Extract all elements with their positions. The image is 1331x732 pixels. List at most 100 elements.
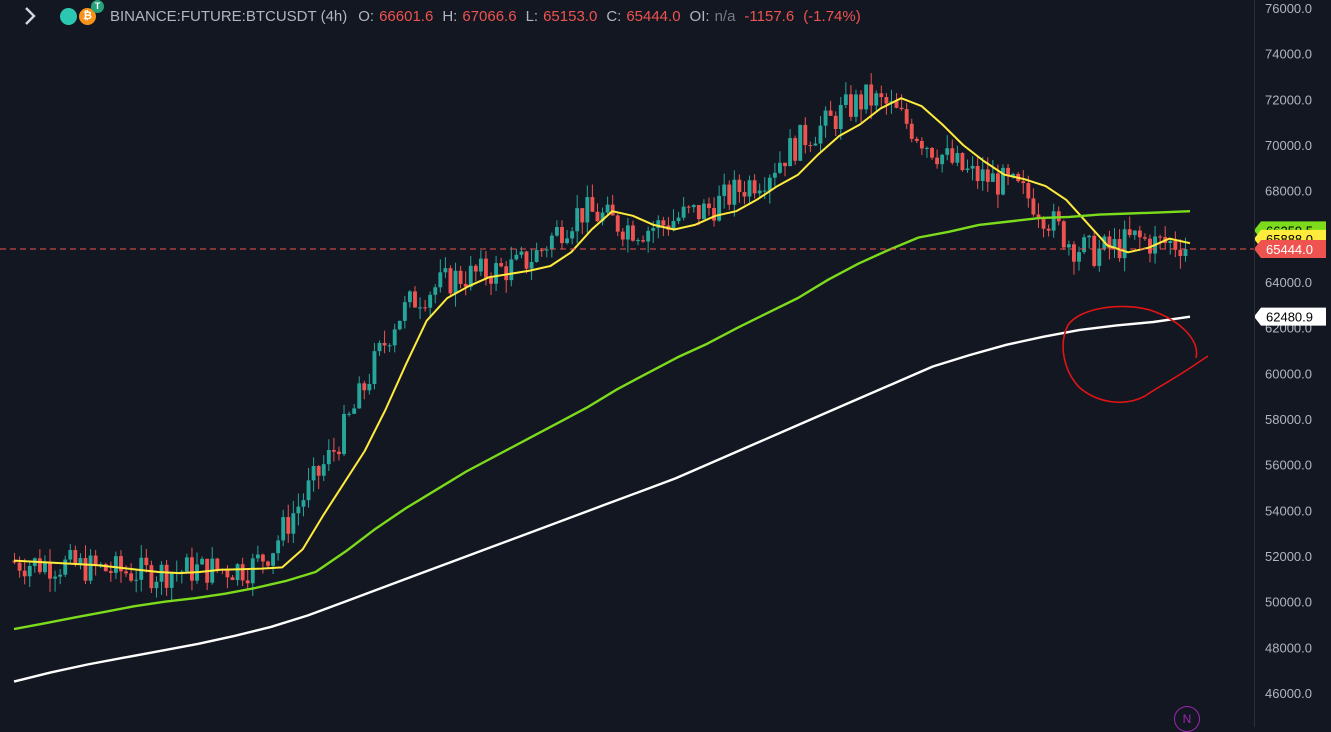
candle-body (813, 143, 818, 146)
candle-body (68, 550, 73, 560)
candle-body (701, 203, 706, 220)
candle-body (169, 573, 174, 588)
candle-body (686, 206, 691, 208)
candle-body (570, 231, 575, 239)
candle-body (605, 204, 610, 213)
candle-body (331, 450, 336, 452)
candle-body (914, 138, 919, 141)
candle-body (990, 173, 995, 182)
candle-body (930, 147, 934, 158)
candle-body (565, 238, 569, 244)
y-tick-label: 70000.0 (1265, 138, 1312, 153)
candle-body (1082, 237, 1087, 253)
candle-body (874, 93, 879, 106)
candle-body (413, 291, 417, 308)
candle-body (904, 109, 909, 124)
candle-body (63, 559, 68, 575)
candle-body (509, 259, 514, 281)
candle-body (93, 555, 98, 566)
candle-body (1046, 228, 1051, 231)
candle-body (468, 265, 473, 287)
candle-body (762, 190, 767, 192)
y-tick-label: 52000.0 (1265, 549, 1312, 564)
candle-body (301, 500, 306, 507)
candle-body (778, 162, 782, 173)
candle-body (1031, 198, 1036, 215)
candle-body (200, 558, 205, 565)
candle-body (1127, 229, 1132, 236)
chevron-right-icon[interactable] (24, 5, 46, 27)
candle-body (975, 165, 980, 181)
candle-body (443, 268, 448, 273)
candle-body (377, 342, 382, 352)
close-label: C: (606, 7, 622, 25)
candle-body (119, 556, 123, 572)
candles-layer (12, 73, 1188, 602)
y-tick-label: 76000.0 (1265, 1, 1312, 16)
candle-body (965, 168, 970, 171)
candle-body (296, 506, 301, 514)
candle-body (499, 263, 504, 267)
candle-body (326, 450, 331, 465)
candle-body (671, 221, 676, 230)
candle-body (575, 208, 580, 232)
candle-body (367, 384, 372, 391)
oi-value: n/a (714, 7, 736, 25)
candle-body (433, 287, 438, 295)
candle-body (78, 557, 83, 565)
bitcoin-icon: ₿ T (79, 0, 104, 25)
candle-body (1077, 252, 1081, 262)
candle-body (103, 564, 108, 572)
symbol-title[interactable]: BINANCE:FUTURE:BTCUSDT (4h) (110, 7, 348, 25)
close-value: 65444.0 (626, 7, 681, 25)
candle-body (1021, 181, 1026, 184)
y-tick-label: 50000.0 (1265, 595, 1312, 610)
candle-body (950, 148, 955, 163)
candle-body (580, 208, 585, 223)
y-tick-label: 72000.0 (1265, 92, 1312, 107)
candle-body (1072, 244, 1076, 262)
candle-body (225, 569, 230, 578)
candle-body (504, 266, 509, 281)
candle-body (544, 249, 549, 251)
coin-teal-icon (60, 7, 77, 25)
candle-body (519, 251, 524, 255)
candle-body (909, 123, 914, 139)
candle-body (742, 192, 747, 197)
candle-body (737, 179, 742, 193)
candle-body (757, 190, 762, 194)
candle-body (484, 258, 488, 278)
candle-body (1061, 221, 1066, 248)
candle-body (747, 180, 752, 197)
candle-body (727, 184, 732, 205)
ma-short-line (13, 97, 1191, 575)
candle-body (833, 115, 838, 130)
candle-body (255, 554, 260, 559)
candle-body (321, 464, 326, 476)
candle-body (48, 562, 52, 579)
candle-body (1087, 235, 1092, 238)
candle-body (124, 571, 128, 574)
candle-body (423, 307, 428, 309)
candle-body (960, 153, 965, 171)
candle-body (1137, 230, 1142, 238)
candle-body (418, 307, 422, 309)
candle-body (139, 557, 144, 580)
candle-body (260, 554, 265, 562)
candle-body (539, 250, 544, 252)
legend-header: ₿ T BINANCE:FUTURE:BTCUSDT (4h) O: 66601.6… (0, 0, 1254, 32)
candle-body (696, 205, 701, 220)
candle-body (448, 268, 453, 294)
candle-body (854, 94, 858, 117)
candle-body (869, 84, 874, 106)
candle-body (316, 466, 321, 476)
open-value: 66601.6 (379, 7, 434, 25)
candle-body (392, 329, 397, 346)
candle-body (1092, 235, 1097, 266)
candle-body (478, 258, 483, 272)
news-badge[interactable]: N (1174, 706, 1200, 732)
high-label: H: (442, 7, 458, 25)
candle-body (676, 217, 681, 222)
candle-body (717, 195, 722, 221)
